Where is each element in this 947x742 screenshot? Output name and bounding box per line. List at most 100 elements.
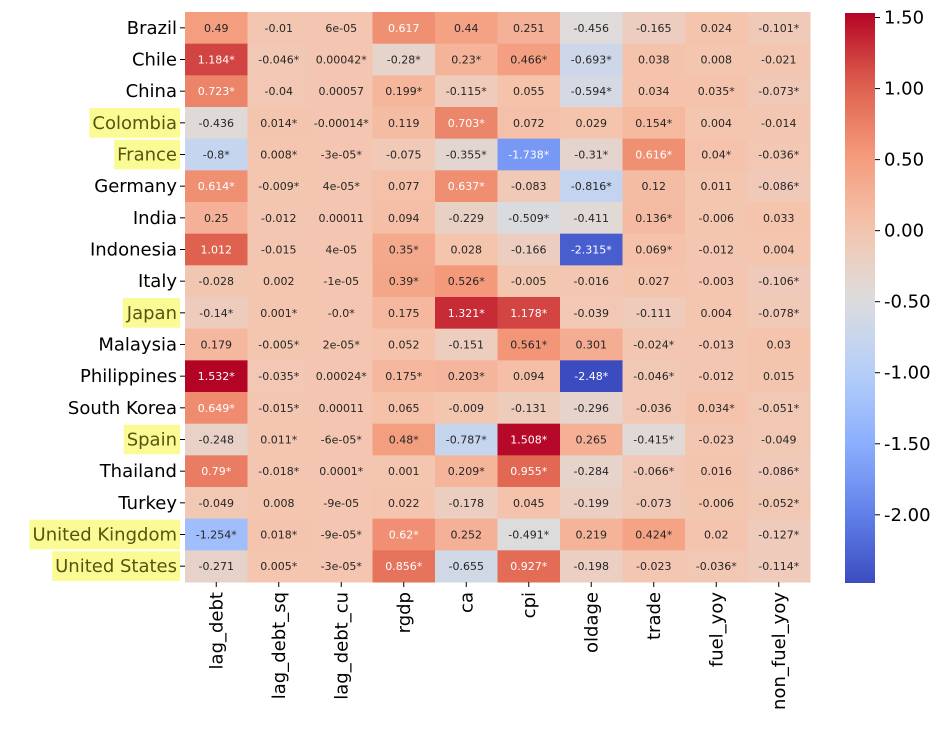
cell-label: -0.066*	[633, 465, 674, 478]
cell	[497, 550, 561, 583]
cell	[560, 455, 623, 488]
cell	[247, 328, 311, 361]
cell	[497, 328, 561, 361]
cell-label: -0.28*	[387, 54, 421, 67]
cell	[622, 550, 686, 583]
row-label: China	[126, 81, 177, 102]
colorbar-tick-label: 0.00	[884, 221, 924, 242]
cell	[310, 392, 373, 425]
colorbar	[845, 13, 875, 583]
row-label: Chile	[132, 50, 177, 71]
cell	[497, 297, 561, 330]
cell	[247, 107, 311, 140]
cell-label: -0.009*	[258, 180, 299, 193]
cell	[685, 138, 748, 171]
cell-label: 0.029	[576, 117, 608, 130]
cell-label: -0.296	[574, 402, 609, 415]
cell-label: -1e-05	[323, 275, 359, 288]
cell-label: 0.175	[388, 307, 420, 320]
cell	[372, 550, 436, 583]
cell-label: -0.003	[699, 275, 734, 288]
cell-label: 0.48*	[389, 434, 419, 447]
row-highlight	[29, 519, 180, 550]
cell	[622, 75, 686, 108]
cell	[372, 12, 436, 45]
cell	[747, 170, 811, 203]
cell-label: -2.315*	[571, 244, 612, 257]
cell-label: 0.154*	[635, 117, 672, 130]
cell-label: -0.415*	[633, 434, 674, 447]
cell-label: 0.49	[204, 22, 229, 35]
cell-label: 0.008	[701, 54, 733, 67]
cell-label: -0.355*	[446, 149, 487, 162]
cell-label: -0.015	[261, 244, 296, 257]
col-label: rgdp	[394, 592, 415, 633]
cell-label: -0.086*	[758, 465, 799, 478]
cell	[747, 138, 811, 171]
cell	[622, 360, 686, 393]
cell-label: -0.00014*	[314, 117, 369, 130]
cell	[435, 297, 498, 330]
cell	[497, 487, 561, 520]
cell	[372, 233, 436, 266]
cell	[185, 170, 248, 203]
cell	[685, 75, 748, 108]
col-label: non_fuel_yoy	[769, 592, 790, 710]
colorbar-tick-label: -1.00	[884, 363, 931, 384]
cell-label: 0.03	[767, 339, 792, 352]
cell	[435, 233, 498, 266]
cell-label: -3e-05*	[321, 560, 363, 573]
cell-label: -0.115*	[446, 85, 487, 98]
cell-label: 0.00057	[319, 85, 365, 98]
cell	[372, 75, 436, 108]
cell-label: 0.252	[451, 529, 483, 542]
cell-label: -0.411	[574, 212, 609, 225]
cell-label: 0.649*	[198, 402, 235, 415]
cell-label: 0.008	[263, 497, 295, 510]
cell	[560, 392, 623, 425]
row-label: France	[117, 145, 177, 166]
cell-label: 0.856*	[385, 560, 422, 573]
cell-label: -0.015*	[258, 402, 299, 415]
cell	[747, 202, 811, 235]
cell-label: -0.083	[511, 180, 546, 193]
cell	[310, 455, 373, 488]
cell	[497, 265, 561, 298]
cell	[622, 170, 686, 203]
cell	[185, 360, 248, 393]
cell-label: -0.023	[699, 434, 734, 447]
cell-label: -0.073	[636, 497, 671, 510]
cell-label: -0.01	[265, 22, 293, 35]
cell	[310, 328, 373, 361]
cell-label: -0.024*	[633, 339, 674, 352]
cell-label: -1.254*	[196, 529, 237, 542]
cell	[435, 202, 498, 235]
cell	[247, 423, 311, 456]
cell	[435, 487, 498, 520]
cell	[185, 202, 248, 235]
cell	[497, 43, 561, 76]
cell	[560, 328, 623, 361]
cell-label: -2.48*	[574, 370, 608, 383]
cell-label: 0.004	[701, 307, 733, 320]
row-label: Germany	[94, 176, 177, 197]
cell	[685, 12, 748, 45]
row-label: Malaysia	[98, 335, 177, 356]
cell	[247, 170, 311, 203]
cell-label: -6e-05*	[321, 434, 363, 447]
cell	[497, 233, 561, 266]
cell-label: 0.038	[638, 54, 670, 67]
cell	[685, 297, 748, 330]
row-label: Turkey	[117, 493, 177, 514]
cell-label: 0.119	[388, 117, 420, 130]
row-label: South Korea	[68, 398, 177, 419]
cell	[747, 518, 811, 551]
cell-label: 0.209*	[448, 465, 485, 478]
cell	[310, 550, 373, 583]
cell-label: -0.787*	[446, 434, 487, 447]
cell	[435, 138, 498, 171]
colorbar-tick-label: 1.00	[884, 79, 924, 100]
cell-label: -0.693*	[571, 54, 612, 67]
cell	[372, 455, 436, 488]
cell	[560, 518, 623, 551]
